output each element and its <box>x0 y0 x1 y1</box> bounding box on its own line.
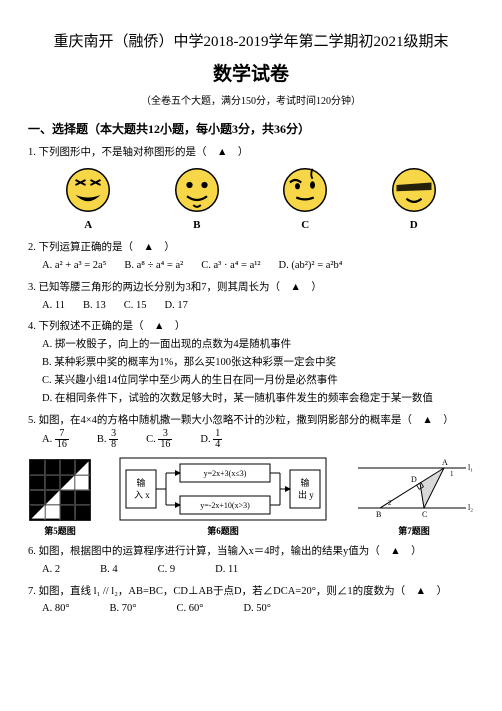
q7-options: A. 80° B. 70° C. 60° D. 50° <box>28 600 474 618</box>
emoji-d-icon <box>389 165 439 215</box>
q1-opt-c: C <box>280 165 330 235</box>
section-1-header: 一、选择题（本大题共12小题，每小题3分，共36分） <box>28 120 474 139</box>
q6-options: A. 2 B. 4 C. 9 D. 11 <box>28 561 474 579</box>
q1-label-a: A <box>84 217 92 235</box>
question-6: 6. 如图，根据图中的运算程序进行计算，当输入x＝4时，输出的结果y值为（ ▲ … <box>28 543 474 579</box>
fig7-diagram-icon: l₁ l₂ A B C D 1 2 <box>354 456 474 522</box>
q5-opt-b: B. 38 <box>97 429 118 450</box>
q2-opt-b: B. a⁸ ÷ a⁴ = a² <box>124 257 183 275</box>
q6-opt-c: C. 9 <box>158 561 176 579</box>
question-2: 2. 下列运算正确的是（ ▲ ） A. a² + a³ = 2a⁵ B. a⁸ … <box>28 239 474 275</box>
q5-options: A. 716 B. 38 C. 316 D. 14 <box>28 429 474 450</box>
q7-opt-a: A. 80° <box>42 600 70 618</box>
fig6-caption: 第6题图 <box>207 524 239 538</box>
svg-text:l₁: l₁ <box>468 463 473 472</box>
q3-opt-b: B. 13 <box>83 297 106 315</box>
q1-label-d: D <box>410 217 418 235</box>
q3-opt-c: C. 15 <box>124 297 147 315</box>
q5-text: 5. 如图，在4×4的方格中随机撒一颗大小忽略不计的沙粒，撒到阴影部分的概率是（… <box>28 415 454 426</box>
q4-opt-a: A. 掷一枚骰子，向上的一面出现的点数为4是随机事件 <box>28 336 474 354</box>
q2-opt-c: C. a³ · a⁴ = a¹² <box>201 257 260 275</box>
q6-opt-b: B. 4 <box>100 561 118 579</box>
q3-opt-d: D. 17 <box>164 297 187 315</box>
question-1: 1. 下列图形中，不是轴对称图形的是（ ▲ ） <box>28 144 474 162</box>
q4-text: 4. 下列叙述不正确的是（ ▲ ） <box>28 321 185 332</box>
fig5-caption: 第5题图 <box>44 524 76 538</box>
figure-7: l₁ l₂ A B C D 1 2 第7题图 <box>354 456 474 538</box>
emoji-a-icon <box>63 165 113 215</box>
q1-opt-d: D <box>389 165 439 235</box>
fig6-flowchart-icon: 输 入 x y=2x+3(x≤3) y=-2x+10(x>3) 输 出 y <box>118 456 328 522</box>
q3-text: 3. 已知等腰三角形的两边长分别为3和7，则其周长为（ ▲ ） <box>28 282 322 293</box>
q2-text: 2. 下列运算正确的是（ ▲ ） <box>28 242 175 253</box>
q4-opt-b: B. 某种彩票中奖的概率为1%，那么买100张这种彩票一定会中奖 <box>28 354 474 372</box>
svg-text:1: 1 <box>450 470 454 478</box>
q1-options: A B C D <box>28 165 474 235</box>
q1-opt-b: B <box>172 165 222 235</box>
q4-opt-d: D. 在相同条件下，试验的次数足够大时，某一随机事件发生的频率会稳定于某一数值 <box>28 390 474 408</box>
q3-opt-a: A. 11 <box>42 297 65 315</box>
svg-text:输: 输 <box>300 477 309 488</box>
figures-row: 第5题图 输 入 x y=2x+3(x≤3) y=-2x+10(x>3) 输 出… <box>28 456 474 538</box>
emoji-c-icon <box>280 165 330 215</box>
q5-opt-c: C. 316 <box>146 429 172 450</box>
svg-text:A: A <box>442 458 448 467</box>
q2-options: A. a² + a³ = 2a⁵ B. a⁸ ÷ a⁴ = a² C. a³ ·… <box>28 257 474 275</box>
fig5-grid-icon <box>28 458 92 522</box>
q2-opt-d: D. (ab²)² = a²b⁴ <box>279 257 343 275</box>
q1-label-c: C <box>301 217 309 235</box>
svg-text:C: C <box>422 510 427 519</box>
q2-opt-a: A. a² + a³ = 2a⁵ <box>42 257 106 275</box>
q7-opt-b: B. 70° <box>110 600 137 618</box>
svg-text:l₂: l₂ <box>468 503 473 512</box>
svg-text:入 x: 入 x <box>134 490 150 500</box>
figure-6: 输 入 x y=2x+3(x≤3) y=-2x+10(x>3) 输 出 y 第6… <box>118 456 328 538</box>
svg-text:输: 输 <box>136 477 145 488</box>
q1-text: 1. 下列图形中，不是轴对称图形的是（ ▲ ） <box>28 147 248 158</box>
q7-opt-d: D. 50° <box>243 600 271 618</box>
q7-text: 7. 如图，直线 l₁ // l₂，AB=BC，CD⊥AB于点D，若∠DCA=2… <box>28 586 447 597</box>
figure-5: 第5题图 <box>28 458 92 538</box>
q6-opt-d: D. 11 <box>215 561 238 579</box>
question-5: 5. 如图，在4×4的方格中随机撒一颗大小忽略不计的沙粒，撒到阴影部分的概率是（… <box>28 412 474 451</box>
svg-text:B: B <box>376 510 381 519</box>
question-3: 3. 已知等腰三角形的两边长分别为3和7，则其周长为（ ▲ ） A. 11 B.… <box>28 279 474 315</box>
svg-text:y=2x+3(x≤3): y=2x+3(x≤3) <box>204 469 247 478</box>
question-7: 7. 如图，直线 l₁ // l₂，AB=BC，CD⊥AB于点D，若∠DCA=2… <box>28 583 474 619</box>
q1-label-b: B <box>193 217 200 235</box>
q1-opt-a: A <box>63 165 113 235</box>
question-4: 4. 下列叙述不正确的是（ ▲ ） A. 掷一枚骰子，向上的一面出现的点数为4是… <box>28 318 474 407</box>
title-line-2: 数学试卷 <box>28 60 474 90</box>
q5-opt-a: A. 716 <box>42 429 69 450</box>
q4-opt-c: C. 某兴趣小组14位同学中至少两人的生日在同一月份是必然事件 <box>28 372 474 390</box>
q3-options: A. 11 B. 13 C. 15 D. 17 <box>28 297 474 315</box>
svg-text:出 y: 出 y <box>298 489 314 500</box>
emoji-b-icon <box>172 165 222 215</box>
svg-text:2: 2 <box>388 499 392 507</box>
q6-text: 6. 如图，根据图中的运算程序进行计算，当输入x＝4时，输出的结果y值为（ ▲ … <box>28 546 422 557</box>
svg-text:y=-2x+10(x>3): y=-2x+10(x>3) <box>200 501 250 510</box>
q7-opt-c: C. 60° <box>177 600 204 618</box>
q6-opt-a: A. 2 <box>42 561 60 579</box>
fig7-caption: 第7题图 <box>398 524 430 538</box>
title-line-1: 重庆南开（融侨）中学2018-2019学年第二学期初2021级期末 <box>28 30 474 54</box>
svg-text:D: D <box>411 475 417 484</box>
subtitle: （全卷五个大题，满分150分，考试时间120分钟） <box>28 94 474 110</box>
q5-opt-d: D. 14 <box>200 429 222 450</box>
